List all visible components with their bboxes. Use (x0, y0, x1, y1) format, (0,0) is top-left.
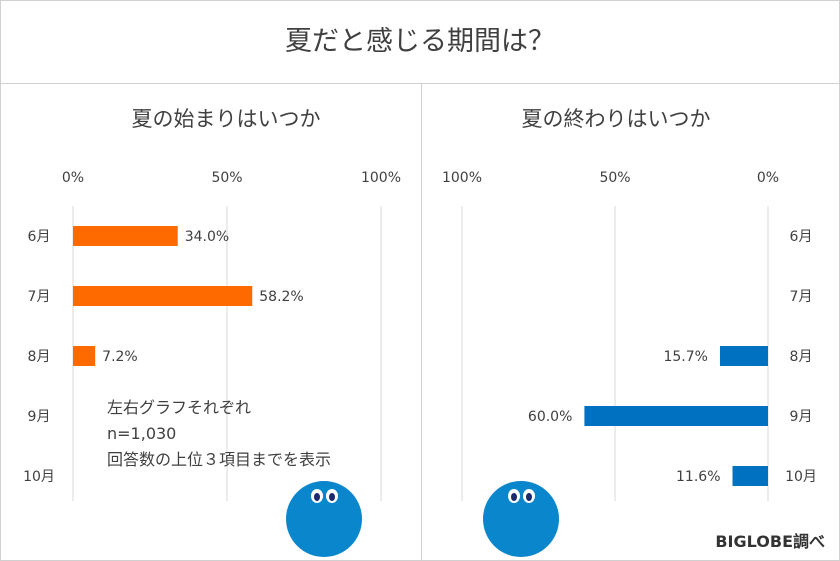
left-data-label: 58.2% (259, 289, 303, 305)
source-credit: BIGLOBE調べ (715, 532, 825, 551)
left-mascot-body (286, 481, 362, 557)
right-chart-title: 夏の終わりはいつか (521, 107, 711, 131)
left-mascot-pupil (314, 493, 320, 501)
right-mascot-pupil (511, 493, 517, 501)
right-tick-label: 0% (757, 170, 779, 186)
note-line-2: n=1,030 (107, 424, 177, 443)
right-tick-label: 50% (599, 170, 630, 186)
left-bar (73, 226, 178, 246)
right-mascot-pupil (526, 493, 532, 501)
note-line-1: 左右グラフそれぞれ (107, 398, 252, 417)
left-tick-label: 50% (211, 170, 242, 186)
right-data-label: 60.0% (528, 409, 572, 425)
left-data-label: 7.2% (102, 349, 138, 365)
right-category-label: 10月 (785, 469, 817, 485)
right-bar (719, 346, 768, 366)
right-category-label: 8月 (790, 349, 813, 365)
right-bar (732, 466, 768, 486)
note-line-3: 回答数の上位３項目までを表示 (107, 450, 332, 469)
right-category-label: 9月 (790, 409, 813, 425)
left-category-label: 8月 (28, 349, 51, 365)
left-bar (73, 286, 253, 306)
left-tick-label: 100% (361, 170, 401, 186)
left-mascot-pupil (329, 493, 335, 501)
left-chart-title: 夏の始まりはいつか (131, 107, 321, 131)
right-mascot-body (483, 481, 559, 557)
left-tick-label: 0% (62, 170, 84, 186)
left-category-label: 9月 (28, 409, 51, 425)
page-title: 夏だと感じる期間は？ (285, 26, 555, 57)
left-category-label: 6月 (28, 229, 51, 245)
left-category-label: 10月 (23, 469, 55, 485)
right-data-label: 11.6% (676, 469, 720, 485)
right-category-label: 7月 (790, 289, 813, 305)
right-data-label: 15.7% (663, 349, 707, 365)
panel-divider (421, 84, 422, 560)
right-tick-label: 100% (442, 170, 482, 186)
title-divider (1, 83, 839, 84)
right-category-label: 6月 (790, 229, 813, 245)
left-bar (73, 346, 96, 366)
note-text: 左右グラフそれぞれ n=1,030 回答数の上位３項目までを表示 (107, 395, 331, 473)
right-bar (584, 406, 768, 426)
left-category-label: 7月 (28, 289, 51, 305)
left-data-label: 34.0% (185, 229, 229, 245)
